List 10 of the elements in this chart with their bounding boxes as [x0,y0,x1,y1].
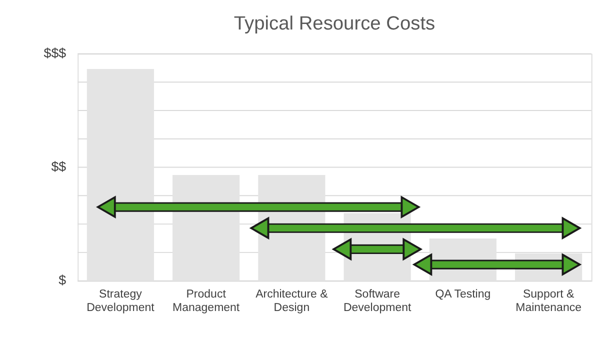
x-tick-label: Strategy Development [86,288,156,314]
text: $$$ [44,46,67,61]
x-tick-label: Product Management [172,288,240,314]
x-tick-label: QA Testing [435,288,491,301]
chart-title: Typical Resource Costs [234,14,436,35]
text: $$ [51,159,67,174]
x-tick-label: Software Development [343,288,412,314]
text: $ [58,272,67,288]
x-tick-label: Support & Maintenance [516,288,582,314]
x-tick-label: Architecture & Design [256,288,328,314]
